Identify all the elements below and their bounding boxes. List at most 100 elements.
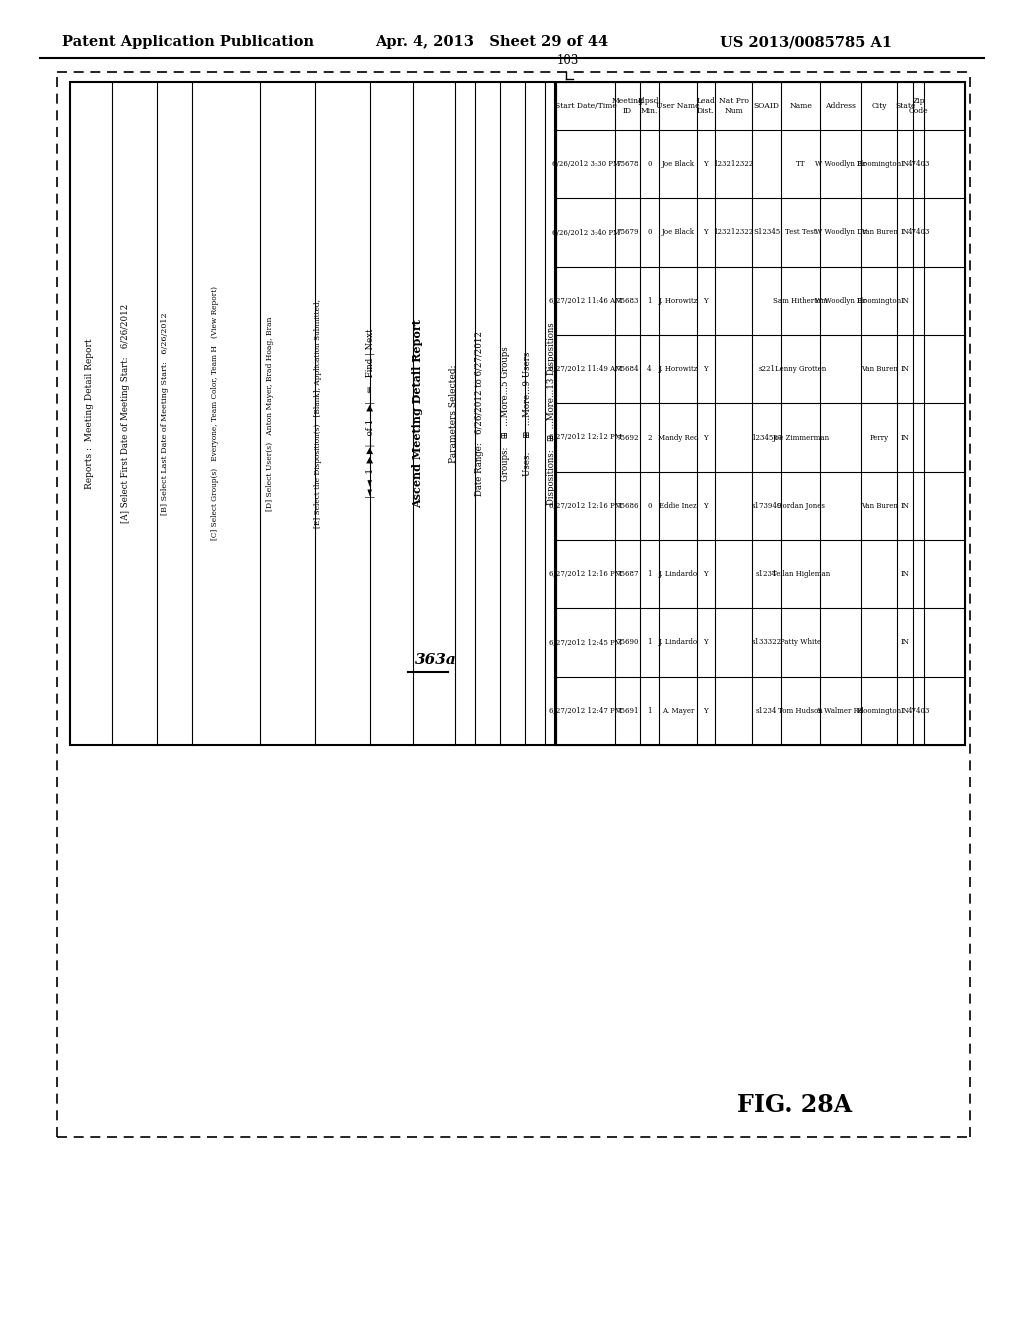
Text: 75678: 75678: [616, 160, 639, 168]
Text: Y: Y: [703, 570, 709, 578]
Text: IN: IN: [901, 366, 909, 374]
Text: s133322: s133322: [752, 639, 781, 647]
Text: 1: 1: [647, 570, 651, 578]
Text: Test Test: Test Test: [785, 228, 816, 236]
Text: Bloomington: Bloomington: [856, 160, 902, 168]
Text: S Walmer Rd: S Walmer Rd: [817, 706, 864, 715]
Text: TT: TT: [796, 160, 806, 168]
Text: 6/27/2012 12:16 PM: 6/27/2012 12:16 PM: [549, 502, 623, 510]
Text: IN: IN: [901, 639, 909, 647]
Text: 123212322: 123212322: [714, 228, 754, 236]
Text: J. Lindardo: J. Lindardo: [658, 570, 697, 578]
Text: IN: IN: [901, 160, 909, 168]
Text: 47403: 47403: [907, 160, 930, 168]
Text: Sam Hithertom: Sam Hithertom: [773, 297, 828, 305]
Text: Apr. 4, 2013   Sheet 29 of 44: Apr. 4, 2013 Sheet 29 of 44: [375, 36, 608, 49]
Text: J. Lindardo: J. Lindardo: [658, 639, 697, 647]
Text: 75686: 75686: [616, 502, 639, 510]
Text: Nat Pro
Num: Nat Pro Num: [719, 98, 749, 115]
Text: User Name: User Name: [656, 102, 699, 110]
Text: Uses:     ⊞  ...More...9 Users: Uses: ⊞ ...More...9 Users: [523, 351, 532, 475]
Text: Y: Y: [703, 502, 709, 510]
Text: |◄ ◄  1  ▶ ▶|   of 1   ▶|   ⇐   Find | Next: |◄ ◄ 1 ▶ ▶| of 1 ▶| ⇐ Find | Next: [366, 329, 375, 498]
Text: 75687: 75687: [616, 570, 639, 578]
Text: Van Buren: Van Buren: [861, 228, 898, 236]
Text: Y: Y: [703, 433, 709, 441]
Text: 4: 4: [647, 366, 651, 374]
Text: s173949: s173949: [752, 502, 781, 510]
Text: 0: 0: [647, 160, 651, 168]
Text: Patent Application Publication: Patent Application Publication: [62, 36, 314, 49]
Text: 6/26/2012 3:40 PM: 6/26/2012 3:40 PM: [552, 228, 620, 236]
Text: W Woodlyn Dr: W Woodlyn Dr: [815, 160, 866, 168]
Text: Y: Y: [703, 160, 709, 168]
Text: Groups:   ⊞  ...More...5 Groups: Groups: ⊞ ...More...5 Groups: [501, 346, 510, 480]
Text: Y: Y: [703, 228, 709, 236]
Text: 6/26/2012 3:30 PM: 6/26/2012 3:30 PM: [552, 160, 620, 168]
Text: Y: Y: [703, 639, 709, 647]
Text: Zip
Code: Zip Code: [909, 98, 929, 115]
Text: Start Date/Time: Start Date/Time: [555, 102, 616, 110]
Text: 103: 103: [557, 54, 580, 67]
Text: [E] Select the Disposition(s)   [Blank], Application Submitted,: [E] Select the Disposition(s) [Blank], A…: [314, 300, 322, 528]
Text: 6/27/2012 11:49 AM: 6/27/2012 11:49 AM: [549, 366, 623, 374]
Text: IN: IN: [901, 433, 909, 441]
Text: 6/27/2012 12:47 PM: 6/27/2012 12:47 PM: [549, 706, 623, 715]
Text: Reports :  Meeting Detail Report: Reports : Meeting Detail Report: [85, 338, 94, 488]
Text: FIG. 28A: FIG. 28A: [737, 1093, 853, 1117]
Text: Patty White: Patty White: [780, 639, 821, 647]
Text: W Woodlyn Dr: W Woodlyn Dr: [815, 297, 866, 305]
Text: Y: Y: [703, 366, 709, 374]
Text: 6/27/2012 12:12 PM: 6/27/2012 12:12 PM: [549, 433, 623, 441]
Bar: [70, 82, 555, 744]
Text: Ascend Meeting Detail Report: Ascend Meeting Detail Report: [413, 319, 424, 508]
Text: 75683: 75683: [616, 297, 639, 305]
Text: Parameters Selected:: Parameters Selected:: [449, 364, 458, 463]
Text: 75679: 75679: [616, 228, 639, 236]
Text: Meeting
ID: Meeting ID: [611, 98, 643, 115]
Text: A. Mayer: A. Mayer: [662, 706, 694, 715]
Text: IN: IN: [901, 706, 909, 715]
Text: J. Horowitz: J. Horowitz: [658, 297, 697, 305]
Text: IN: IN: [901, 297, 909, 305]
Text: Elpsd.
Min.: Elpsd. Min.: [638, 98, 662, 115]
Text: Dispositions:   ⊞  ...More...13 Dispositions: Dispositions: ⊞ ...More...13 Disposition…: [548, 322, 556, 504]
Text: 0: 0: [647, 502, 651, 510]
Text: 47403: 47403: [907, 706, 930, 715]
Text: 75692: 75692: [616, 433, 639, 441]
Text: City: City: [871, 102, 887, 110]
Text: 0: 0: [647, 228, 651, 236]
Text: Y: Y: [703, 297, 709, 305]
Text: 1: 1: [647, 639, 651, 647]
Text: s1234: s1234: [756, 570, 777, 578]
Text: 2: 2: [647, 433, 651, 441]
Text: Van Buren: Van Buren: [861, 502, 898, 510]
Text: 6/27/2012 12:45 PM: 6/27/2012 12:45 PM: [549, 639, 623, 647]
Text: s1234: s1234: [756, 706, 777, 715]
Text: IN: IN: [901, 502, 909, 510]
Text: Lenny Grotten: Lenny Grotten: [775, 366, 826, 374]
Text: 75691: 75691: [616, 706, 639, 715]
Text: 47403: 47403: [907, 228, 930, 236]
Text: US 2013/0085785 A1: US 2013/0085785 A1: [720, 36, 892, 49]
Text: 6/27/2012 12:16 PM: 6/27/2012 12:16 PM: [549, 570, 623, 578]
Text: W Woodlyn Dr: W Woodlyn Dr: [815, 228, 866, 236]
Bar: [556, 82, 965, 744]
Text: 1234567: 1234567: [751, 433, 782, 441]
Text: J. Horowitz: J. Horowitz: [658, 366, 697, 374]
Text: Bloomington: Bloomington: [856, 297, 902, 305]
Text: Joe Black: Joe Black: [662, 160, 694, 168]
Text: 363a: 363a: [415, 653, 457, 667]
Text: 6/27/2012 11:46 AM: 6/27/2012 11:46 AM: [549, 297, 623, 305]
Text: Joe Black: Joe Black: [662, 228, 694, 236]
Text: Van Buren: Van Buren: [861, 366, 898, 374]
Text: State: State: [895, 102, 915, 110]
Text: 75690: 75690: [616, 639, 639, 647]
Text: [A] Select First Date of Meeting Start:   6/26/2012: [A] Select First Date of Meeting Start: …: [121, 304, 129, 523]
Text: Y: Y: [703, 706, 709, 715]
Text: Lead
Dist.: Lead Dist.: [696, 98, 716, 115]
Text: Address: Address: [825, 102, 856, 110]
Text: 1: 1: [647, 297, 651, 305]
Text: 1: 1: [647, 706, 651, 715]
Text: Bloomington: Bloomington: [856, 706, 902, 715]
